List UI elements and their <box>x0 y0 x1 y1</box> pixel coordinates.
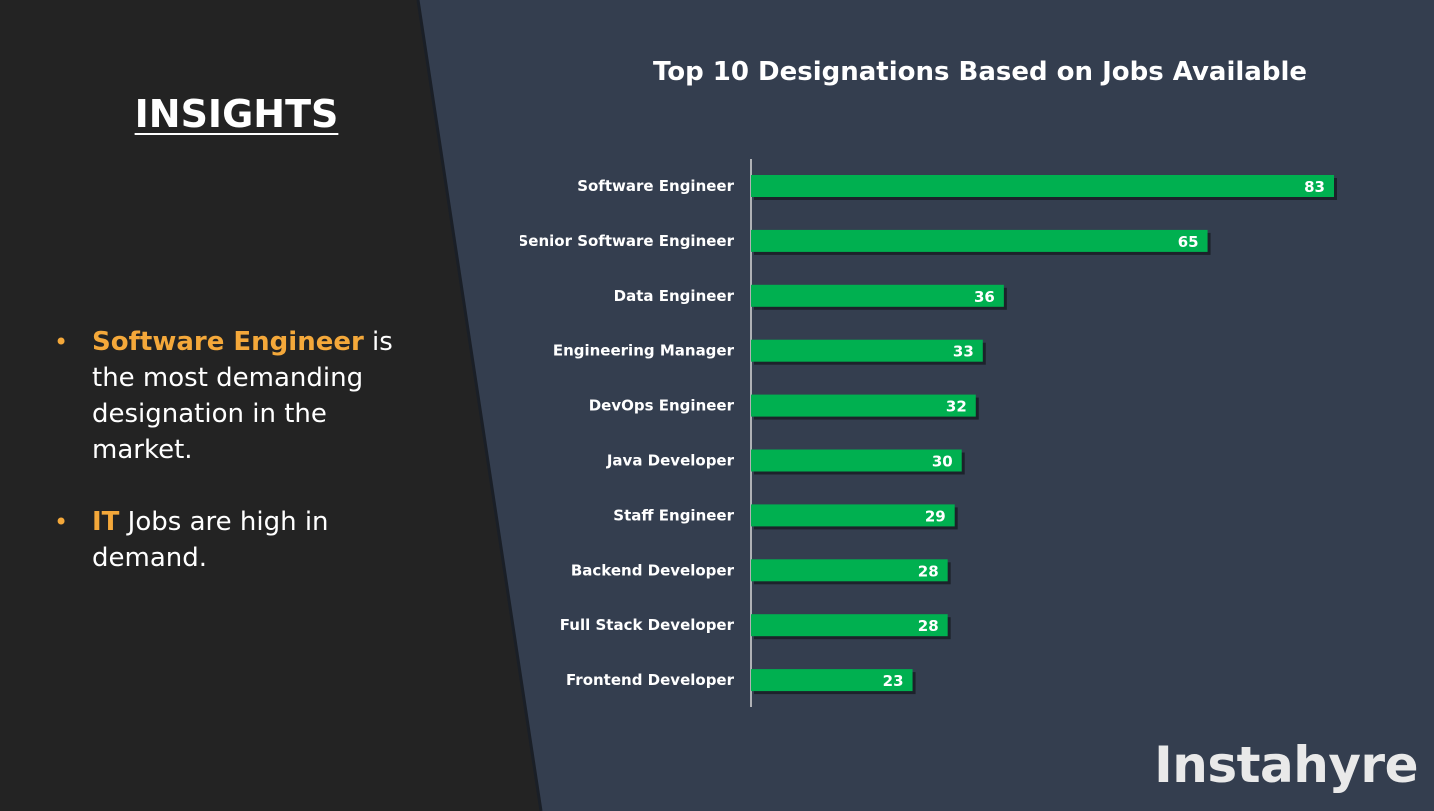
left-panel <box>0 0 541 811</box>
data-label-1: 83 <box>1304 178 1325 196</box>
bar-7 <box>751 504 955 527</box>
bar-1 <box>751 175 1334 197</box>
insights-list: • Software Engineer is the most demandin… <box>54 324 434 612</box>
category-label-2: Senior Software Engineer <box>520 232 735 250</box>
bar-4 <box>751 339 983 362</box>
data-label-3: 36 <box>974 288 995 306</box>
data-label-5: 32 <box>946 398 967 416</box>
data-label-7: 29 <box>925 507 946 525</box>
data-label-6: 30 <box>932 453 953 471</box>
category-label-10: Frontend Developer <box>566 671 735 689</box>
data-label-2: 65 <box>1178 233 1199 251</box>
insight-text-2: Jobs are high in demand. <box>92 507 329 573</box>
category-label-1: Software Engineer <box>577 177 734 195</box>
bar-10 <box>751 669 913 692</box>
bullet-icon: • <box>54 328 69 356</box>
category-label-8: Backend Developer <box>571 561 735 579</box>
bar-6 <box>751 449 962 472</box>
bullet-icon: • <box>54 508 69 536</box>
bar-5 <box>751 394 976 417</box>
data-label-9: 28 <box>918 617 939 635</box>
insights-heading: INSIGHTS <box>134 92 339 136</box>
data-label-10: 23 <box>883 672 904 690</box>
category-label-7: Staff Engineer <box>613 506 734 524</box>
category-label-4: Engineering Manager <box>553 342 735 360</box>
brand-logo: Instahyre <box>1154 736 1418 794</box>
bar-3 <box>751 284 1004 307</box>
panel-divider <box>416 0 543 811</box>
insight-highlight-1: Software Engineer <box>92 327 364 357</box>
insight-text-1: is the most demanding designation in the… <box>92 327 393 465</box>
data-label-4: 33 <box>953 343 974 361</box>
insight-highlight-2: IT <box>92 507 120 537</box>
insight-item-1: • Software Engineer is the most demandin… <box>54 324 434 468</box>
category-label-9: Full Stack Developer <box>560 616 735 634</box>
category-label-3: Data Engineer <box>614 287 735 305</box>
bar-2 <box>751 229 1208 252</box>
bar-9 <box>751 614 948 637</box>
category-label-5: DevOps Engineer <box>589 397 735 415</box>
bar-chart: Software Engineer 83 Senior Software Engin… <box>520 159 1337 707</box>
bar-8 <box>751 559 948 582</box>
category-label-6: Java Developer <box>606 452 735 470</box>
chart-title: Top 10 Designations Based on Jobs Availa… <box>653 57 1307 87</box>
data-label-8: 28 <box>918 562 939 580</box>
insight-item-2: • IT Jobs are high in demand. <box>54 504 434 576</box>
